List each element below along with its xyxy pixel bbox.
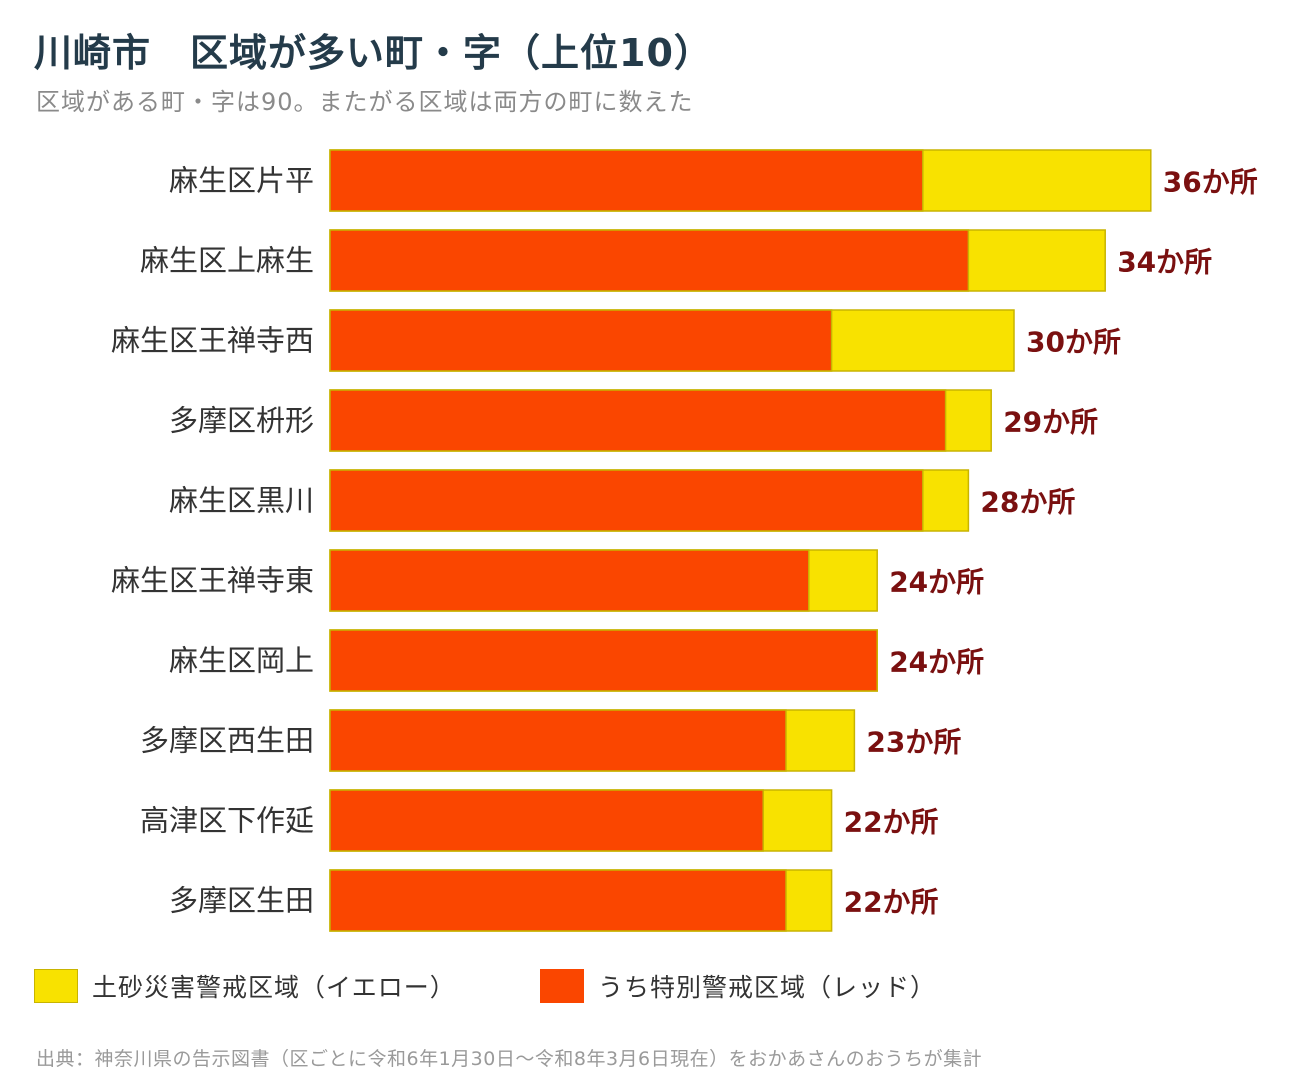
value-label: 30か所 — [1026, 326, 1121, 359]
category-label: 麻生区片平 — [169, 164, 314, 198]
category-label: 麻生区王禅寺西 — [111, 324, 314, 358]
value-label: 22か所 — [844, 886, 939, 919]
bar-red — [329, 629, 878, 692]
bar-red — [329, 229, 970, 292]
legend-label-red: うち特別警戒区域（レッド） — [598, 973, 937, 1002]
bar-red — [329, 869, 787, 932]
source-note: 出典：神奈川県の告示図書（区ごとに令和6年1月30日～令和8年3月6日現在）をお… — [36, 1048, 983, 1070]
category-label: 多摩区西生田 — [140, 724, 314, 758]
value-label: 24か所 — [889, 646, 984, 679]
legend-swatch-yellow — [34, 969, 78, 1003]
chart-subtitle: 区域がある町・字は90。またがる区域は両方の町に数えた — [36, 88, 694, 116]
bar-red — [329, 149, 924, 212]
value-label: 22か所 — [844, 806, 939, 839]
category-label: 麻生区王禅寺東 — [111, 564, 314, 598]
value-label: 28か所 — [980, 486, 1075, 519]
category-label: 多摩区枡形 — [169, 404, 314, 438]
chart-title: 川崎市 区域が多い町・字（上位10） — [34, 31, 713, 75]
category-label: 麻生区岡上 — [169, 644, 314, 678]
category-label: 高津区下作延 — [140, 804, 314, 838]
value-label: 36か所 — [1163, 166, 1258, 199]
legend-label-yellow: 土砂災害警戒区域（イエロー） — [92, 973, 456, 1002]
value-label: 24か所 — [889, 566, 984, 599]
value-label: 29か所 — [1003, 406, 1098, 439]
legend-item-red: うち特別警戒区域（レッド） — [540, 968, 936, 1004]
bar-red — [329, 709, 787, 772]
category-label: 多摩区生田 — [169, 884, 314, 918]
value-label: 34か所 — [1117, 246, 1212, 279]
bar-red — [329, 549, 810, 612]
value-label: 23か所 — [866, 726, 961, 759]
bar-red — [329, 789, 764, 852]
legend-swatch-red — [540, 969, 584, 1003]
legend-item-yellow: 土砂災害警戒区域（イエロー） — [34, 968, 456, 1004]
bar-red — [329, 469, 924, 532]
category-label: 麻生区上麻生 — [140, 244, 314, 278]
bar-red — [329, 309, 833, 372]
category-label: 麻生区黒川 — [169, 484, 314, 518]
bar-red — [329, 389, 947, 452]
